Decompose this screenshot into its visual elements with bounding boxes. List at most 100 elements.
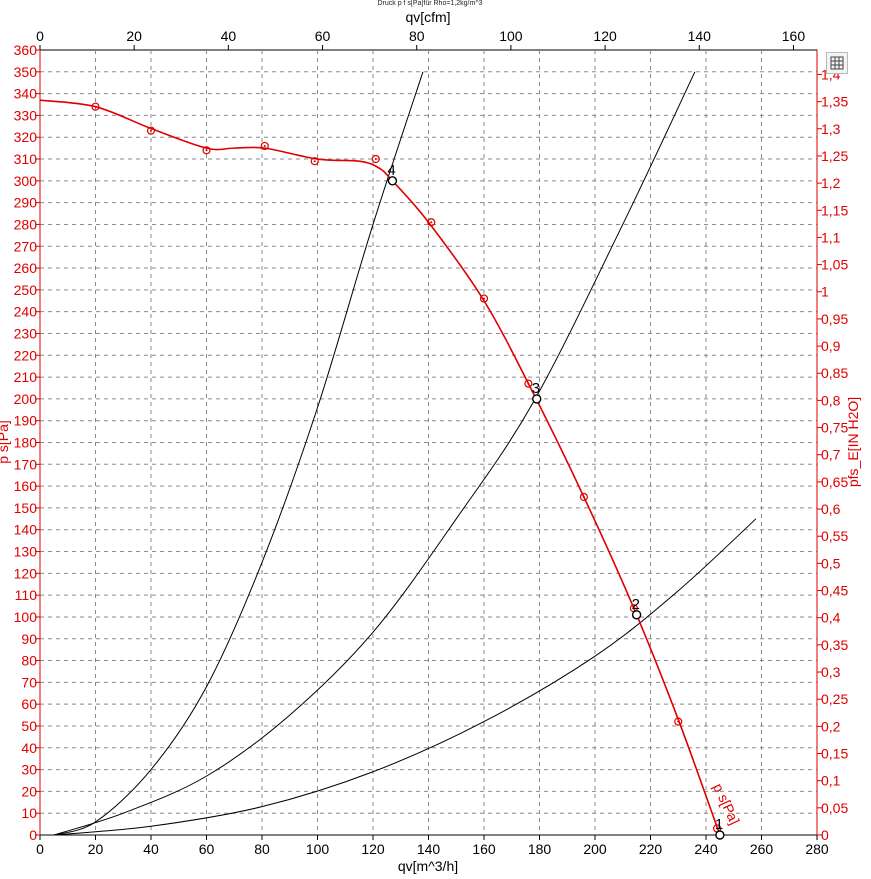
markers: 1 2 3 4 [91,102,725,840]
measured-point-dot [527,382,530,385]
measured-point-dot [150,129,152,132]
y-tick-label: 110 [15,587,38,603]
y2-tick-label: 0,15 [821,746,848,762]
y2-tick-label: 0,95 [821,311,848,327]
x-tick-label: 20 [88,841,104,857]
operating-point [387,176,398,186]
grid-lines [40,50,817,835]
y2-tick-label: 0,6 [821,501,841,517]
x-tick-label: 80 [254,841,270,857]
x-tick-label: 280 [805,841,829,857]
measured-point-dot [677,720,680,723]
y-tick-label: 190 [14,413,38,429]
x-tick-label: 220 [639,841,663,857]
y2-tick-label: 0,5 [821,555,841,571]
x2-tick-label: 120 [593,28,617,44]
y-tick-label: 30 [21,762,37,778]
tick-labels: 0 20 40 60 80 100 120 140 160 180 200 220 240 260 2800… [14,28,849,857]
operating-point-label: 4 [387,162,395,179]
y2-tick-label: 1,15 [821,202,848,218]
y2-tick-label: 0,45 [821,583,848,599]
measured-point [579,492,589,502]
y2-tick-label: 0,3 [821,664,841,680]
y2-tick-label: 0,65 [821,474,848,490]
measured-point-dot [430,221,433,224]
measured-point [674,717,683,726]
y2-tick-label: 0,55 [821,528,848,544]
measured-point [260,141,269,151]
tick-marks [35,45,822,840]
measured-point-dot [582,496,585,499]
measured-point-dot [205,149,208,152]
y2-tick-label: 0,35 [821,637,848,653]
y-tick-label: 80 [21,653,37,669]
x2-tick-label: 40 [221,28,237,44]
x2-tick-label: 80 [409,28,425,44]
x-tick-label: 160 [472,841,496,857]
measured-point [310,157,319,166]
y-tick-label: 60 [21,696,37,712]
measured-point [146,126,156,135]
x-tick-label: 200 [583,841,607,857]
y2-tick-label: 0,05 [821,800,848,816]
x-tick-label: 120 [361,841,385,857]
y-tick-label: 150 [14,500,38,516]
y-tick-label: 50 [21,718,37,734]
table-icon [830,56,844,70]
y-tick-label: 20 [21,783,37,799]
operating-point-label: 3 [532,380,540,397]
y-tick-label: 70 [21,674,37,690]
operating-point-label: 1 [715,816,723,833]
right-axis-title: pfs_E[IN H2O] [845,397,861,487]
x-tick-label: 0 [36,841,44,857]
left-axis-title: p s[Pa] [0,420,11,464]
y-tick-label: 290 [14,195,38,211]
y2-tick-label: 1,2 [821,175,841,191]
top-axis-title: qv[cfm] [405,9,450,25]
system-curve-3 [53,518,757,836]
x-tick-label: 180 [528,841,552,857]
y2-tick-label: 1,3 [821,121,841,137]
system-curve-1 [53,71,424,836]
y-tick-label: 180 [14,435,38,451]
y-tick-label: 200 [14,391,38,407]
y-tick-label: 250 [14,282,38,298]
y2-tick-label: 0,75 [821,420,848,436]
y-tick-label: 260 [14,260,38,276]
x2-tick-label: 160 [782,28,806,44]
x2-tick-label: 60 [315,28,331,44]
y2-tick-label: 1,25 [821,148,848,164]
chart-title: Druck p f s[Pa]für Rho=1,2kg/m^3 [377,0,483,7]
y2-tick-label: 1,1 [821,229,841,245]
export-table-button[interactable] [826,52,848,74]
operating-point [631,610,642,620]
measured-point [202,146,211,155]
y2-tick-label: 0 [821,827,829,843]
y-tick-label: 270 [14,238,38,254]
x2-tick-label: 20 [126,28,142,44]
y-tick-label: 10 [21,805,37,821]
measured-point-dot [483,297,485,300]
y-tick-label: 330 [14,107,38,123]
y-tick-label: 350 [14,64,38,80]
y-tick-label: 170 [14,456,38,472]
operating-point-label: 2 [632,596,640,613]
measured-point-dot [94,105,97,108]
x2-tick-label: 140 [688,28,712,44]
measured-point-dot [263,144,266,147]
x-tick-label: 60 [199,841,215,857]
y-tick-label: 130 [14,544,38,560]
y2-tick-label: 0,4 [821,610,841,626]
y-tick-label: 220 [14,347,38,363]
measured-point-dot [716,827,719,830]
measured-point-dot [313,160,316,163]
measured-point [479,294,489,303]
x-tick-label: 240 [694,841,718,857]
x-tick-label: 260 [750,841,774,857]
measured-point [427,218,436,227]
x2-tick-label: 0 [36,28,44,44]
y-tick-label: 140 [14,522,38,538]
y-tick-label: 320 [14,129,38,145]
y2-tick-label: 1,35 [821,94,848,110]
